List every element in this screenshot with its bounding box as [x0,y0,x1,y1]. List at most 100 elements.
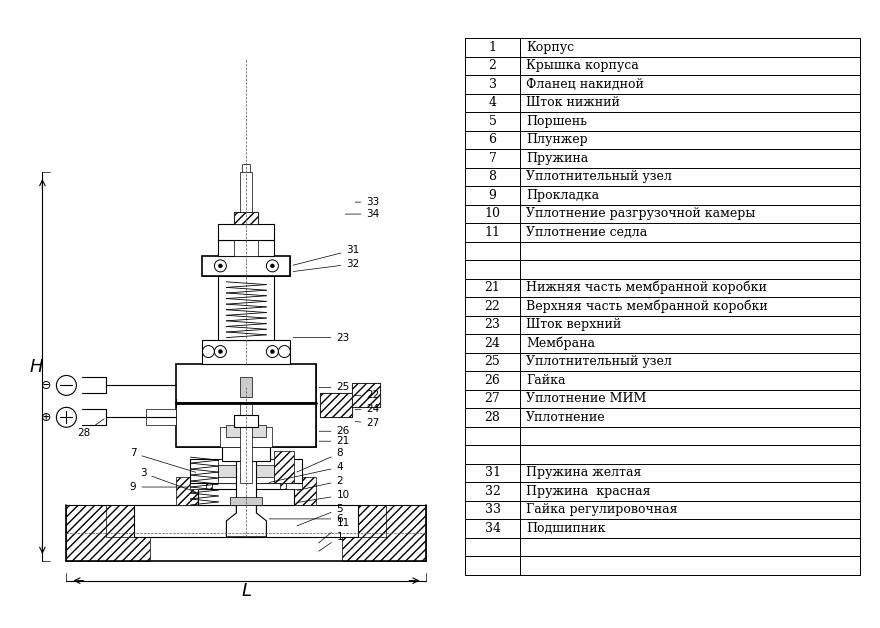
Text: 8: 8 [488,170,496,183]
Bar [198,489,295,505]
Text: Гайка регулировочная: Гайка регулировочная [526,503,678,516]
Bar [240,377,253,398]
Bar [135,505,358,537]
Bar [234,212,259,224]
Text: Корпус: Корпус [526,41,574,54]
Text: 9: 9 [488,189,496,202]
Bar [202,340,290,364]
Text: 26: 26 [485,374,501,387]
Text: 32: 32 [293,259,360,271]
Bar [176,403,317,447]
Circle shape [270,350,275,354]
Text: Пружина  красная: Пружина красная [526,485,650,498]
Text: 6: 6 [269,514,343,524]
Text: 27: 27 [356,418,379,428]
Text: 33: 33 [485,503,501,516]
Bar [218,240,242,256]
Text: Фланец накидной: Фланец накидной [526,78,644,91]
Bar [242,165,251,364]
Text: Подшипник: Подшипник [526,522,605,535]
Text: Уплотнение разгрузочной камеры: Уплотнение разгрузочной камеры [526,207,755,220]
Text: 22: 22 [356,391,379,401]
Text: 22: 22 [485,300,501,313]
Text: 31: 31 [485,466,501,479]
Text: 11: 11 [485,225,501,239]
Text: 21: 21 [319,436,349,447]
Bar [226,425,267,437]
Bar [146,409,176,425]
Text: Пружина: Пружина [526,152,588,165]
Bar [281,477,317,505]
Text: Пружина желтая: Пружина желтая [526,466,642,479]
Text: Нижняя часть мембранной коробки: Нижняя часть мембранной коробки [526,281,766,295]
Text: L: L [241,582,252,600]
Text: Уплотнительный узел: Уплотнительный узел [526,355,671,368]
Bar [259,256,290,276]
Text: Верхняя часть мембранной коробки: Верхняя часть мембранной коробки [526,300,767,313]
Bar [218,276,242,340]
Bar [176,364,317,403]
Circle shape [270,264,275,268]
Bar [352,384,380,408]
Text: 33: 33 [356,197,379,207]
Bar [176,477,212,505]
Circle shape [218,350,223,354]
Text: Уплотнительный узел: Уплотнительный узел [526,170,671,183]
Bar [237,437,256,537]
Text: 1: 1 [319,532,343,551]
Text: 9: 9 [129,482,187,492]
Text: 23: 23 [293,333,349,343]
Polygon shape [226,505,267,537]
Bar [202,256,234,276]
Text: 5: 5 [488,115,496,127]
Bar [234,212,259,224]
Bar [218,276,275,340]
Bar [106,505,135,537]
Text: Поршень: Поршень [526,115,587,127]
Text: 24: 24 [485,337,501,350]
Text: 4: 4 [269,462,343,482]
Bar [202,340,238,364]
Bar [251,240,275,256]
Text: 23: 23 [485,318,501,331]
Text: 10: 10 [297,490,349,502]
Text: 2: 2 [488,59,496,72]
Bar [342,505,427,561]
Text: 4: 4 [488,96,496,109]
Bar [202,256,290,276]
Text: Мембрана: Мембрана [526,337,595,350]
Bar [320,393,352,417]
Text: 26: 26 [319,426,349,436]
Text: 5: 5 [297,504,343,526]
Text: 28: 28 [485,411,501,424]
Bar [273,364,317,403]
Text: 25: 25 [319,382,349,392]
Text: 7: 7 [488,152,496,165]
Bar [234,240,259,256]
Bar [218,240,275,256]
Bar [223,445,270,461]
Text: 3: 3 [140,468,195,492]
Text: 34: 34 [485,522,501,535]
Text: ⊕: ⊕ [41,411,52,424]
Bar [234,415,259,427]
Text: Уплотнение МИМ: Уплотнение МИМ [526,392,647,405]
Bar [218,224,275,240]
Text: Шток нижний: Шток нижний [526,96,620,109]
Bar [240,172,253,212]
Text: Уплотнение: Уплотнение [526,411,605,424]
Bar [218,224,242,240]
Text: ⊖: ⊖ [41,379,52,392]
Text: 6: 6 [488,133,496,146]
Text: 2: 2 [297,476,343,490]
Text: 3: 3 [488,78,496,91]
Text: 8: 8 [297,448,343,472]
Text: 11: 11 [319,518,349,543]
Bar [254,340,290,364]
Bar [352,384,380,408]
Text: H: H [30,359,43,377]
Text: 34: 34 [345,209,379,219]
Bar [190,459,303,483]
Bar [320,393,352,417]
Bar [176,403,220,447]
